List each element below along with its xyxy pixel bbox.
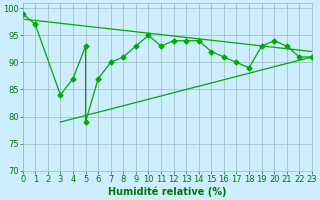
X-axis label: Humidité relative (%): Humidité relative (%): [108, 187, 227, 197]
